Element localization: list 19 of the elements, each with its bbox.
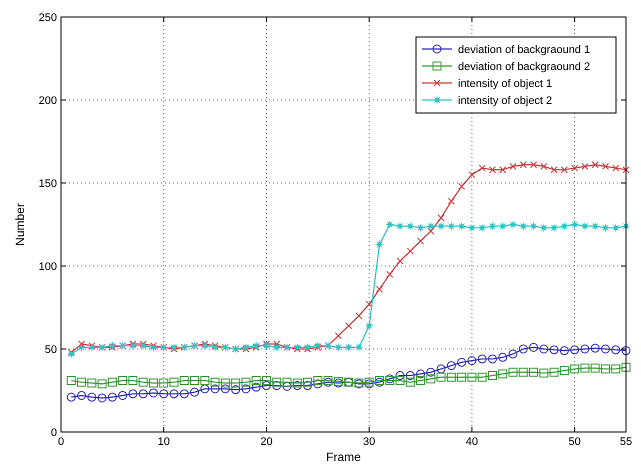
x-tick-label: 55	[620, 436, 632, 448]
legend-label: deviation of backgraound 2	[458, 61, 590, 73]
y-tick-label: 0	[50, 427, 57, 439]
y-tick-label: 100	[38, 261, 57, 273]
x-tick-label: 0	[58, 436, 64, 448]
y-tick-label: 150	[38, 178, 57, 190]
x-tick-label: 40	[466, 436, 478, 448]
x-tick-label: 30	[363, 436, 376, 448]
legend-label: intensity of object 2	[458, 95, 552, 107]
x-axis-title: Frame	[326, 450, 362, 464]
legend-label: intensity of object 1	[458, 78, 552, 90]
x-tick-label: 10	[158, 436, 170, 448]
x-tick-label: 20	[260, 436, 273, 448]
y-axis-title: Number	[13, 203, 27, 246]
y-tick-label: 250	[38, 12, 57, 24]
y-tick-label: 200	[38, 95, 57, 107]
x-tick-label: 50	[568, 436, 581, 448]
y-tick-label: 50	[44, 344, 57, 356]
legend-label: deviation of backgraound 1	[458, 44, 590, 56]
